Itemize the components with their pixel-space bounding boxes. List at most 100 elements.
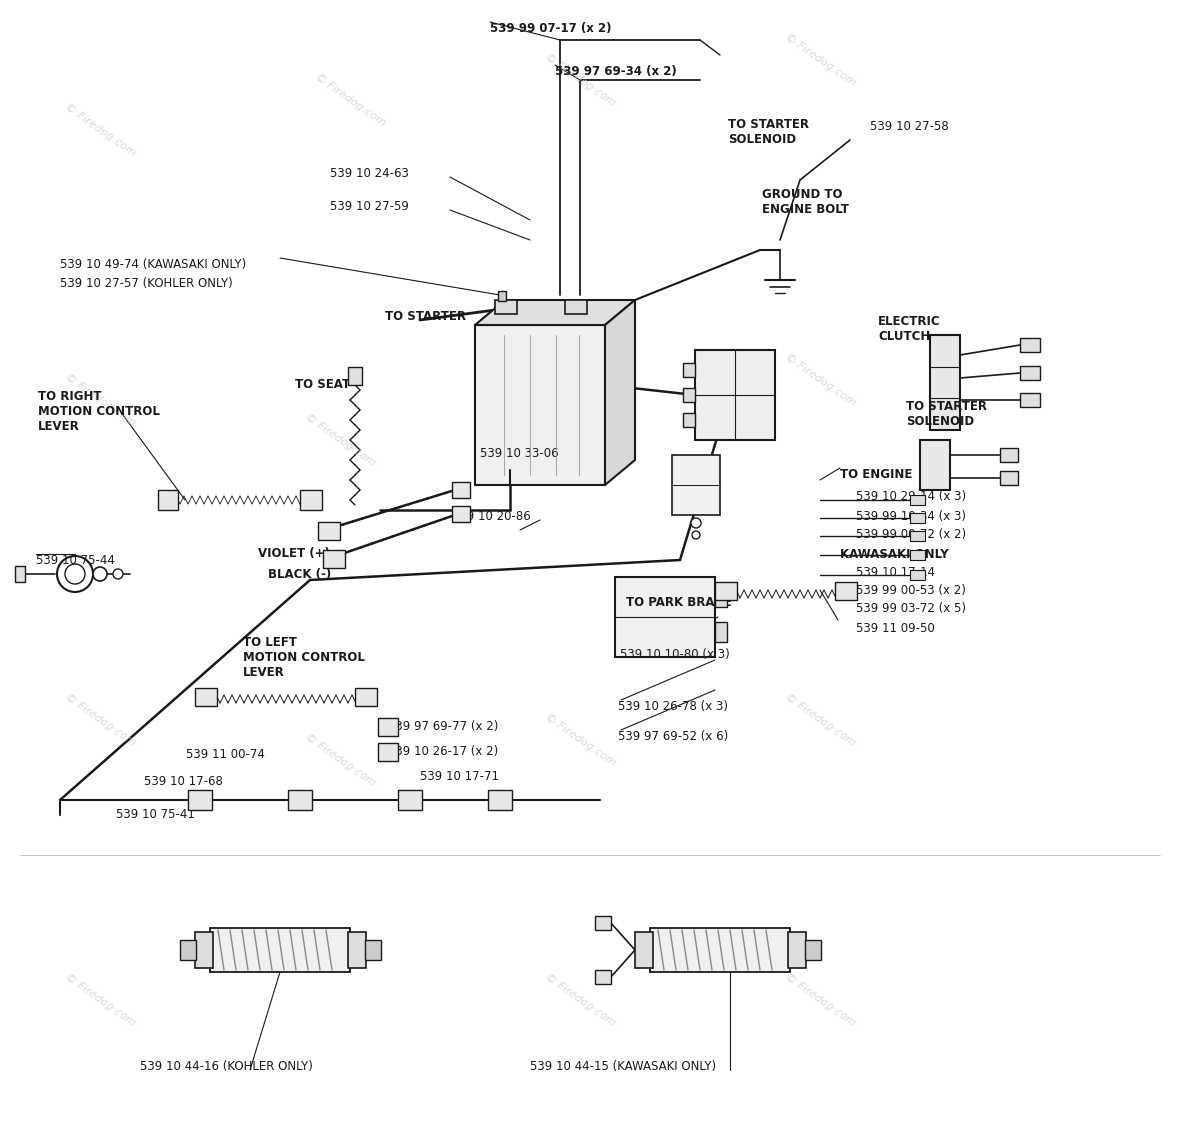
Bar <box>635 932 653 968</box>
Text: 539 10 17-71: 539 10 17-71 <box>420 770 499 782</box>
Text: © Firedog.com: © Firedog.com <box>543 371 617 428</box>
Circle shape <box>57 556 93 592</box>
Bar <box>1020 393 1040 407</box>
Text: GROUND TO
ENGINE BOLT: GROUND TO ENGINE BOLT <box>762 188 848 216</box>
Bar <box>910 550 925 560</box>
Text: VIOLET (+): VIOLET (+) <box>258 547 330 560</box>
Bar <box>181 940 196 960</box>
Text: 539 97 69-77 (x 2): 539 97 69-77 (x 2) <box>388 720 498 734</box>
Text: 539 10 49-74 (KAWASAKI ONLY): 539 10 49-74 (KAWASAKI ONLY) <box>60 259 247 271</box>
Circle shape <box>93 567 107 581</box>
Text: © Firedog.com: © Firedog.com <box>543 52 617 108</box>
Text: 539 10 17-68: 539 10 17-68 <box>144 775 223 788</box>
Text: 539 97 69-34 (x 2): 539 97 69-34 (x 2) <box>555 65 677 77</box>
Bar <box>348 932 366 968</box>
Text: TO STARTER
SOLENOID: TO STARTER SOLENOID <box>906 400 986 428</box>
Bar <box>288 790 312 810</box>
Text: 539 10 20-86: 539 10 20-86 <box>452 510 531 523</box>
Bar <box>835 582 857 600</box>
Text: 539 10 24-63: 539 10 24-63 <box>330 167 409 180</box>
Text: 539 10 26-17 (x 2): 539 10 26-17 (x 2) <box>388 745 498 757</box>
Text: 539 10 26-78 (x 3): 539 10 26-78 (x 3) <box>618 700 728 713</box>
Text: 539 10 17-14: 539 10 17-14 <box>856 566 935 579</box>
Bar <box>715 587 727 607</box>
Bar <box>683 413 695 427</box>
Text: TO ENGINE: TO ENGINE <box>840 468 912 481</box>
Text: 539 11 09-50: 539 11 09-50 <box>856 622 935 636</box>
Bar <box>565 300 586 314</box>
Bar <box>15 566 25 582</box>
Text: © Firedog.com: © Firedog.com <box>782 352 857 408</box>
Bar <box>910 531 925 541</box>
Text: 539 10 27-59: 539 10 27-59 <box>330 200 409 213</box>
Bar <box>683 363 695 377</box>
Bar <box>650 928 789 972</box>
Text: 539 99 03-72 (x 5): 539 99 03-72 (x 5) <box>856 603 966 615</box>
Text: © Firedog.com: © Firedog.com <box>63 972 137 1029</box>
Text: 539 10 33-06: 539 10 33-06 <box>480 446 558 460</box>
Text: 539 10 27-58: 539 10 27-58 <box>870 120 949 133</box>
Circle shape <box>691 531 700 539</box>
Bar <box>195 688 217 706</box>
Text: © Firedog.com: © Firedog.com <box>63 691 137 748</box>
Bar <box>695 350 775 440</box>
Bar <box>476 325 605 485</box>
Bar <box>683 388 695 402</box>
Text: 539 10 44-15 (KAWASAKI ONLY): 539 10 44-15 (KAWASAKI ONLY) <box>530 1060 716 1073</box>
Bar <box>452 506 470 522</box>
Circle shape <box>65 564 85 584</box>
Text: ELECTRIC
CLUTCH: ELECTRIC CLUTCH <box>878 316 940 343</box>
Bar <box>930 335 961 431</box>
Circle shape <box>113 570 123 579</box>
Text: 539 99 07-17 (x 2): 539 99 07-17 (x 2) <box>490 22 611 35</box>
Text: TO PARK BRAKE: TO PARK BRAKE <box>627 596 732 609</box>
Bar <box>398 790 422 810</box>
Bar <box>805 940 821 960</box>
Text: 539 10 44-16 (KOHLER ONLY): 539 10 44-16 (KOHLER ONLY) <box>140 1060 313 1073</box>
Bar <box>671 454 720 515</box>
Text: TO RIGHT
MOTION CONTROL
LEVER: TO RIGHT MOTION CONTROL LEVER <box>38 390 159 433</box>
Text: © Firedog.com: © Firedog.com <box>303 732 378 788</box>
Bar <box>999 472 1018 485</box>
Text: © Firedog.com: © Firedog.com <box>543 972 617 1029</box>
Text: 539 10 10-80 (x 3): 539 10 10-80 (x 3) <box>620 648 729 661</box>
Bar <box>1020 338 1040 352</box>
Bar <box>323 550 345 568</box>
Bar <box>788 932 806 968</box>
Bar <box>158 490 178 510</box>
Text: © Firedog.com: © Firedog.com <box>782 691 857 748</box>
Circle shape <box>691 518 701 528</box>
Bar <box>300 490 322 510</box>
Text: 539 10 27-57 (KOHLER ONLY): 539 10 27-57 (KOHLER ONLY) <box>60 277 232 290</box>
Text: © Firedog.com: © Firedog.com <box>303 412 378 468</box>
Bar <box>910 570 925 580</box>
Text: © Firedog.com: © Firedog.com <box>543 712 617 768</box>
Text: TO STARTER
SOLENOID: TO STARTER SOLENOID <box>728 118 809 146</box>
Bar <box>715 622 727 642</box>
Bar <box>494 300 517 314</box>
Polygon shape <box>605 300 635 485</box>
Text: © Firedog.com: © Firedog.com <box>782 32 857 88</box>
Bar <box>378 743 398 761</box>
Text: © Firedog.com: © Firedog.com <box>63 101 137 158</box>
Bar <box>498 290 506 301</box>
Bar <box>365 940 381 960</box>
Text: 539 99 00-53 (x 2): 539 99 00-53 (x 2) <box>856 584 966 597</box>
Text: © Firedog.com: © Firedog.com <box>63 371 137 428</box>
Text: © Firedog.com: © Firedog.com <box>313 72 387 129</box>
Bar <box>595 970 611 984</box>
Text: TO SEAT: TO SEAT <box>295 378 350 391</box>
Bar <box>348 367 362 385</box>
Bar <box>595 916 611 931</box>
Text: 539 97 69-52 (x 6): 539 97 69-52 (x 6) <box>618 730 728 743</box>
Bar <box>378 718 398 736</box>
Text: TO LEFT
MOTION CONTROL
LEVER: TO LEFT MOTION CONTROL LEVER <box>243 636 365 679</box>
Bar <box>1020 366 1040 380</box>
Polygon shape <box>476 300 635 325</box>
Bar <box>910 495 925 505</box>
Bar <box>355 688 376 706</box>
Bar <box>489 790 512 810</box>
Bar <box>715 582 738 600</box>
Bar <box>210 928 350 972</box>
Bar <box>188 790 212 810</box>
